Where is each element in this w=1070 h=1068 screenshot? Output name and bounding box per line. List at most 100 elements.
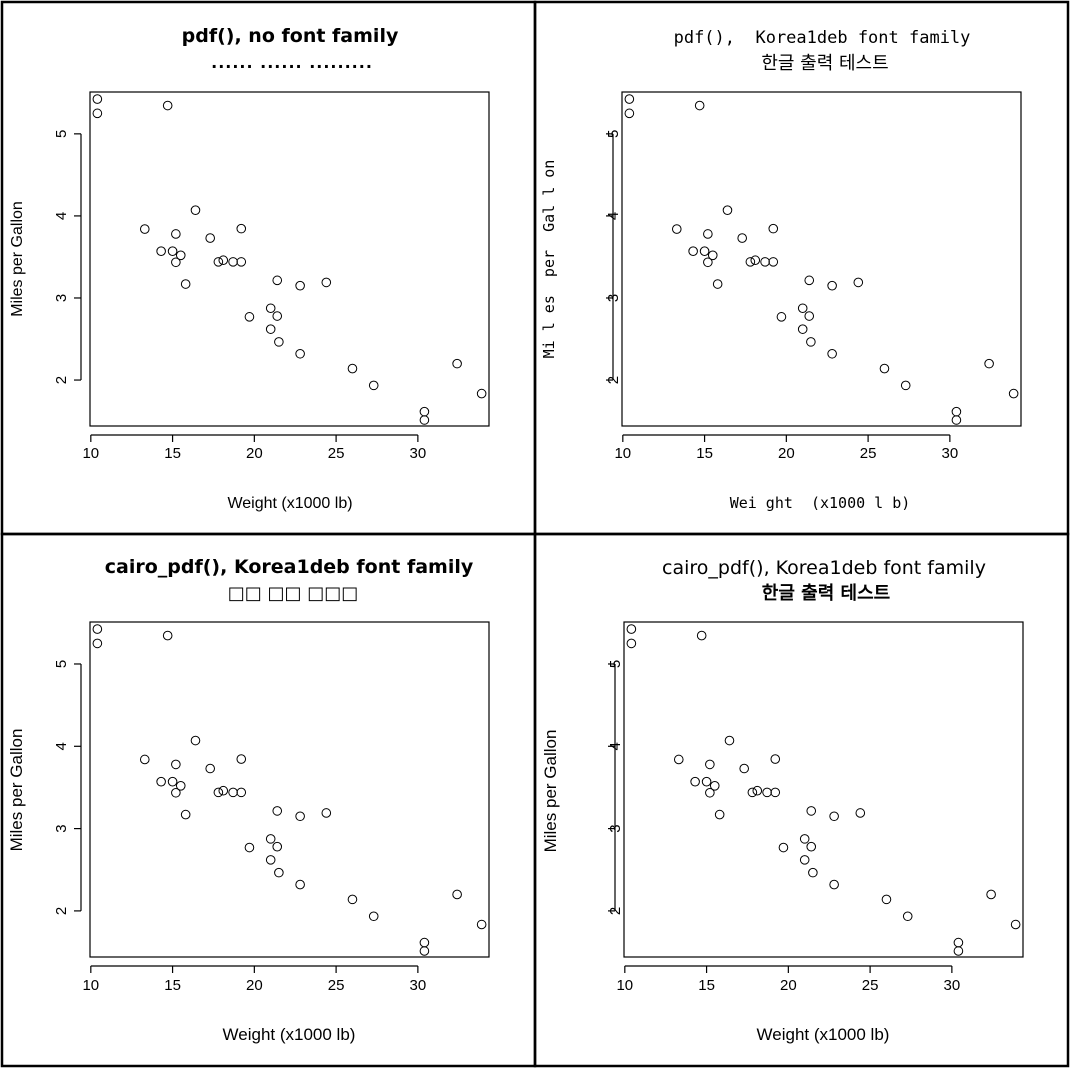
data-point — [902, 911, 913, 922]
y-tick-label: 2 — [53, 907, 70, 915]
data-point — [699, 246, 710, 257]
y-axis-label: Miles per Gallon — [9, 201, 26, 317]
data-point — [951, 415, 962, 425]
data-point — [190, 205, 201, 215]
data-point — [760, 257, 770, 267]
data-point — [244, 312, 255, 322]
data-point — [953, 937, 964, 948]
y-tick-label: 3 — [53, 294, 70, 302]
data-point — [747, 787, 758, 798]
data-point — [705, 759, 715, 770]
y-tick-label: 2 — [53, 376, 70, 384]
data-point — [171, 759, 181, 770]
y-axis-label: Miles per Gallon — [7, 729, 26, 852]
scatter-panel-cairo-pdf-boxes: cairo_pdf(), Korea1deb font family □□ □□… — [7, 556, 490, 1044]
data-point — [768, 257, 779, 267]
data-point — [953, 946, 964, 956]
data-point — [804, 275, 815, 286]
chart-subtitle: □□ □□ □□□ — [228, 583, 359, 604]
data-point — [707, 250, 718, 261]
data-point — [272, 841, 283, 852]
data-point — [156, 246, 166, 257]
data-point — [205, 233, 215, 243]
data-point — [175, 250, 186, 261]
data-point — [265, 855, 276, 865]
y-tick-label: 2 — [605, 376, 622, 384]
y-tick-label: 5 — [53, 660, 70, 668]
data-point — [986, 889, 996, 900]
data-point — [673, 754, 684, 765]
x-tick-label: 20 — [780, 977, 797, 994]
chart-subtitle: 한글 출력 테스트 — [761, 53, 888, 74]
chart-title: cairo_pdf(), Korea1deb font family — [105, 556, 474, 578]
data-point — [92, 108, 103, 119]
data-point — [696, 630, 707, 641]
data-point — [213, 787, 224, 798]
data-point — [737, 233, 747, 243]
data-point — [265, 834, 276, 844]
x-axis-label: Weight (x1000 lb) — [223, 1025, 356, 1044]
y-tick-label: 4 — [607, 742, 624, 750]
data-point — [236, 223, 247, 234]
data-point — [806, 806, 817, 816]
data-point — [321, 277, 332, 288]
x-tick-label: 25 — [328, 977, 345, 994]
data-point — [703, 257, 713, 268]
scatter-panel-pdf-no-font: pdf(), no font family ...... ...... ....… — [9, 25, 490, 512]
data-point — [624, 94, 635, 104]
x-tick-label: 30 — [410, 445, 427, 462]
data-point — [272, 806, 283, 816]
data-point — [770, 787, 781, 798]
data-point — [205, 763, 215, 774]
data-point — [156, 776, 166, 787]
x-tick-label: 10 — [616, 977, 633, 994]
data-point — [228, 257, 238, 267]
x-axis-label: Wei ght (x1000 l b) — [730, 494, 911, 512]
data-point — [171, 787, 181, 798]
data-point — [419, 937, 430, 948]
x-tick-label: 25 — [862, 977, 879, 994]
data-point — [295, 348, 305, 359]
plot-area-box — [621, 91, 1022, 427]
data-point — [419, 946, 430, 956]
data-point — [827, 348, 837, 359]
data-point — [244, 842, 255, 853]
x-tick-label: 30 — [410, 977, 427, 994]
data-point — [92, 624, 103, 634]
x-tick-label: 15 — [164, 977, 181, 994]
data-point — [770, 754, 781, 764]
data-point — [180, 809, 191, 820]
data-point — [879, 363, 890, 374]
data-point — [690, 776, 700, 787]
data-point — [806, 337, 816, 347]
data-point — [808, 867, 818, 878]
scatter-panel-cairo-pdf-korean: cairo_pdf(), Korea1deb font family 한글 출력… — [541, 557, 1024, 1044]
data-point — [799, 855, 810, 865]
data-point — [799, 834, 810, 844]
x-tick-label: 15 — [696, 445, 713, 462]
data-point — [804, 311, 815, 321]
data-point — [750, 255, 761, 266]
chart-subtitle: 한글 출력 테스트 — [762, 583, 890, 604]
data-point — [162, 100, 173, 111]
data-point — [274, 867, 284, 878]
y-tick-label: 4 — [53, 212, 70, 220]
data-point — [272, 275, 283, 286]
data-point — [722, 205, 733, 215]
data-point — [368, 911, 379, 922]
y-tick-label: 5 — [53, 130, 70, 138]
x-tick-label: 30 — [942, 445, 959, 462]
data-point — [265, 324, 276, 334]
data-point — [984, 358, 994, 369]
data-point — [752, 785, 763, 796]
data-point — [139, 224, 150, 234]
data-point — [265, 303, 276, 314]
data-point — [274, 337, 284, 347]
data-point — [171, 229, 181, 239]
data-point — [1010, 919, 1021, 930]
data-point — [768, 223, 779, 234]
data-point — [881, 894, 892, 905]
data-point — [694, 100, 705, 111]
data-point — [724, 735, 735, 746]
data-point — [92, 94, 103, 104]
